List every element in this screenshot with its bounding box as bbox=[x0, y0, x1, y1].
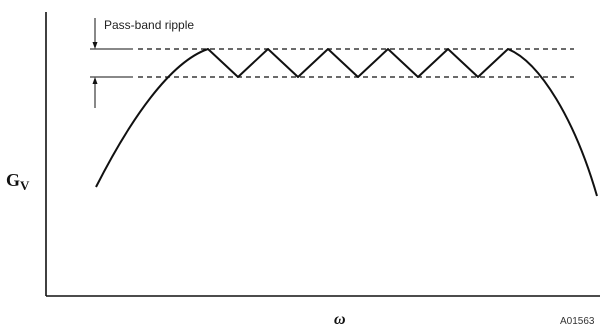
ripple-arrow-top-head bbox=[92, 42, 98, 49]
y-axis-label: GV bbox=[6, 170, 30, 193]
figure-id: A01563 bbox=[560, 316, 595, 327]
response-curve bbox=[95, 48, 598, 197]
x-axis-label: ω bbox=[334, 311, 346, 327]
y-axis-label-main: G bbox=[6, 170, 20, 190]
ripple-arrow-bottom-head bbox=[92, 77, 98, 84]
y-axis-label-subscript: V bbox=[20, 178, 30, 193]
annotation-label: Pass-band ripple bbox=[104, 18, 194, 32]
